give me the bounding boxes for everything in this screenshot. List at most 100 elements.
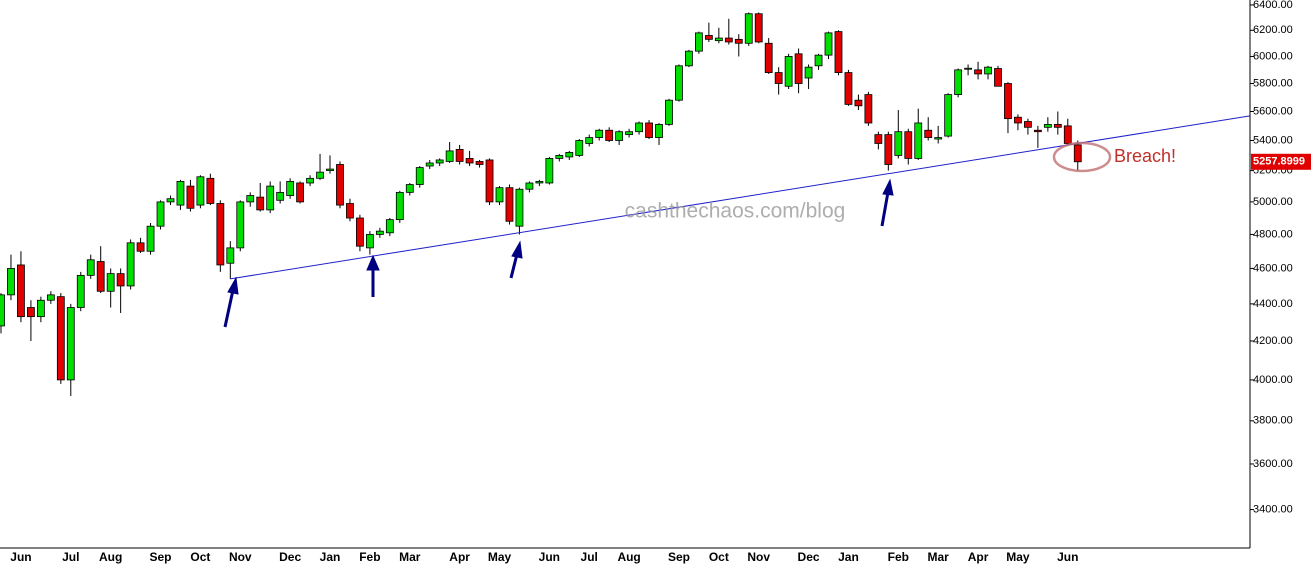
candle-body — [914, 122, 923, 159]
y-tick-label: 6200.00 — [1253, 24, 1293, 36]
arrow — [223, 289, 235, 328]
x-tick-label: Jun — [539, 550, 560, 564]
candle-body — [36, 299, 45, 318]
last-price-label: 5257.8999 — [1253, 156, 1305, 168]
y-tick-label: 6000.00 — [1253, 50, 1293, 62]
y-tick-label: 3800.00 — [1253, 415, 1293, 427]
annotation: Breach! — [1114, 146, 1176, 166]
x-tick-label: Apr — [968, 550, 989, 564]
y-tick-label: 4400.00 — [1253, 298, 1293, 310]
x-tick-label: Mar — [399, 550, 421, 564]
candle-body — [196, 176, 205, 206]
candle-body — [415, 167, 424, 185]
candle-body — [1014, 116, 1022, 124]
candle-body — [1053, 124, 1062, 128]
candle-body — [625, 131, 634, 136]
arrows — [223, 178, 894, 328]
candle-body — [116, 273, 125, 287]
y-tick-label: 4600.00 — [1253, 262, 1293, 274]
x-tick-label: Oct — [190, 550, 210, 564]
candle-body — [535, 181, 544, 184]
candle-body — [734, 38, 743, 44]
candle-body — [994, 68, 1002, 87]
candle-body — [904, 131, 913, 159]
arrow-head — [366, 254, 380, 271]
candle-body — [286, 181, 295, 196]
candle-body — [86, 259, 95, 276]
y-tick-label: 5000.00 — [1253, 196, 1293, 208]
candle-body — [1024, 121, 1032, 128]
y-tick-label: 6400.00 — [1253, 0, 1293, 11]
candle-body — [884, 134, 893, 165]
candle-body — [7, 268, 15, 296]
y-tick-label: 3600.00 — [1253, 458, 1293, 470]
x-tick-label: Jun — [1057, 550, 1078, 564]
candle-body — [605, 129, 614, 141]
y-tick-label: 3400.00 — [1253, 503, 1293, 515]
candle-body — [375, 230, 384, 235]
candle-body — [455, 149, 464, 162]
x-tick-label: Oct — [709, 550, 729, 564]
candle-body — [166, 198, 175, 203]
candle-body — [675, 65, 683, 101]
x-tick-label: Apr — [449, 550, 470, 564]
candle-body — [256, 196, 265, 211]
candle-body — [46, 294, 55, 301]
candle-body — [336, 164, 344, 206]
candle-body — [316, 171, 324, 179]
candle-body — [445, 150, 454, 162]
candle-body — [126, 242, 135, 287]
y-tick-label: 4800.00 — [1253, 228, 1293, 240]
x-tick-label: Nov — [747, 550, 770, 564]
candle-body — [615, 131, 624, 141]
candle-body — [206, 177, 215, 204]
candle-body — [575, 140, 584, 156]
candle-body — [216, 203, 225, 266]
candle-body — [824, 32, 833, 56]
candle-body — [346, 203, 354, 219]
candle-body — [66, 307, 75, 381]
candle-body — [744, 13, 753, 44]
candle-body — [296, 182, 305, 203]
x-tick-label: Jan — [838, 550, 859, 564]
y-tick-label: 5600.00 — [1253, 105, 1293, 117]
y-tick-label: 4000.00 — [1253, 374, 1293, 386]
x-tick-label: May — [488, 550, 512, 564]
y-tick-label: 4200.00 — [1253, 335, 1293, 347]
candle-body — [804, 66, 813, 79]
x-tick-label: Sep — [668, 550, 690, 564]
x-tick-label: Nov — [229, 550, 252, 564]
candle-body — [106, 273, 115, 292]
candle-body — [864, 94, 873, 124]
y-tick-label: 5800.00 — [1253, 77, 1293, 89]
candle-body — [635, 122, 643, 133]
candle-body — [954, 69, 963, 95]
candle-body — [794, 53, 803, 84]
candle-body — [505, 187, 514, 222]
candle-body — [246, 195, 255, 203]
arrow — [509, 253, 519, 279]
candle-body — [874, 134, 883, 144]
candle-body — [704, 35, 713, 40]
candle-body — [1033, 129, 1042, 133]
candle-body — [984, 66, 992, 75]
candle-body — [17, 264, 25, 318]
candle-body — [934, 137, 943, 140]
last-price-box — [1251, 153, 1311, 170]
arrow-head — [227, 276, 239, 295]
candle-body — [276, 191, 285, 201]
candle-body — [385, 219, 394, 234]
candle-body — [236, 201, 245, 249]
candle-body — [665, 99, 673, 125]
candle-body — [645, 122, 653, 138]
candle-body — [395, 191, 404, 221]
candle-body — [515, 188, 524, 227]
x-tick-label: Dec — [279, 550, 301, 564]
x-tick-label: Aug — [99, 550, 122, 564]
candle-body — [724, 37, 733, 43]
candle-body — [365, 234, 374, 249]
candle-body — [525, 182, 534, 190]
x-tick-label: Aug — [617, 550, 640, 564]
candle-body — [545, 158, 554, 184]
candle-body — [695, 32, 703, 52]
